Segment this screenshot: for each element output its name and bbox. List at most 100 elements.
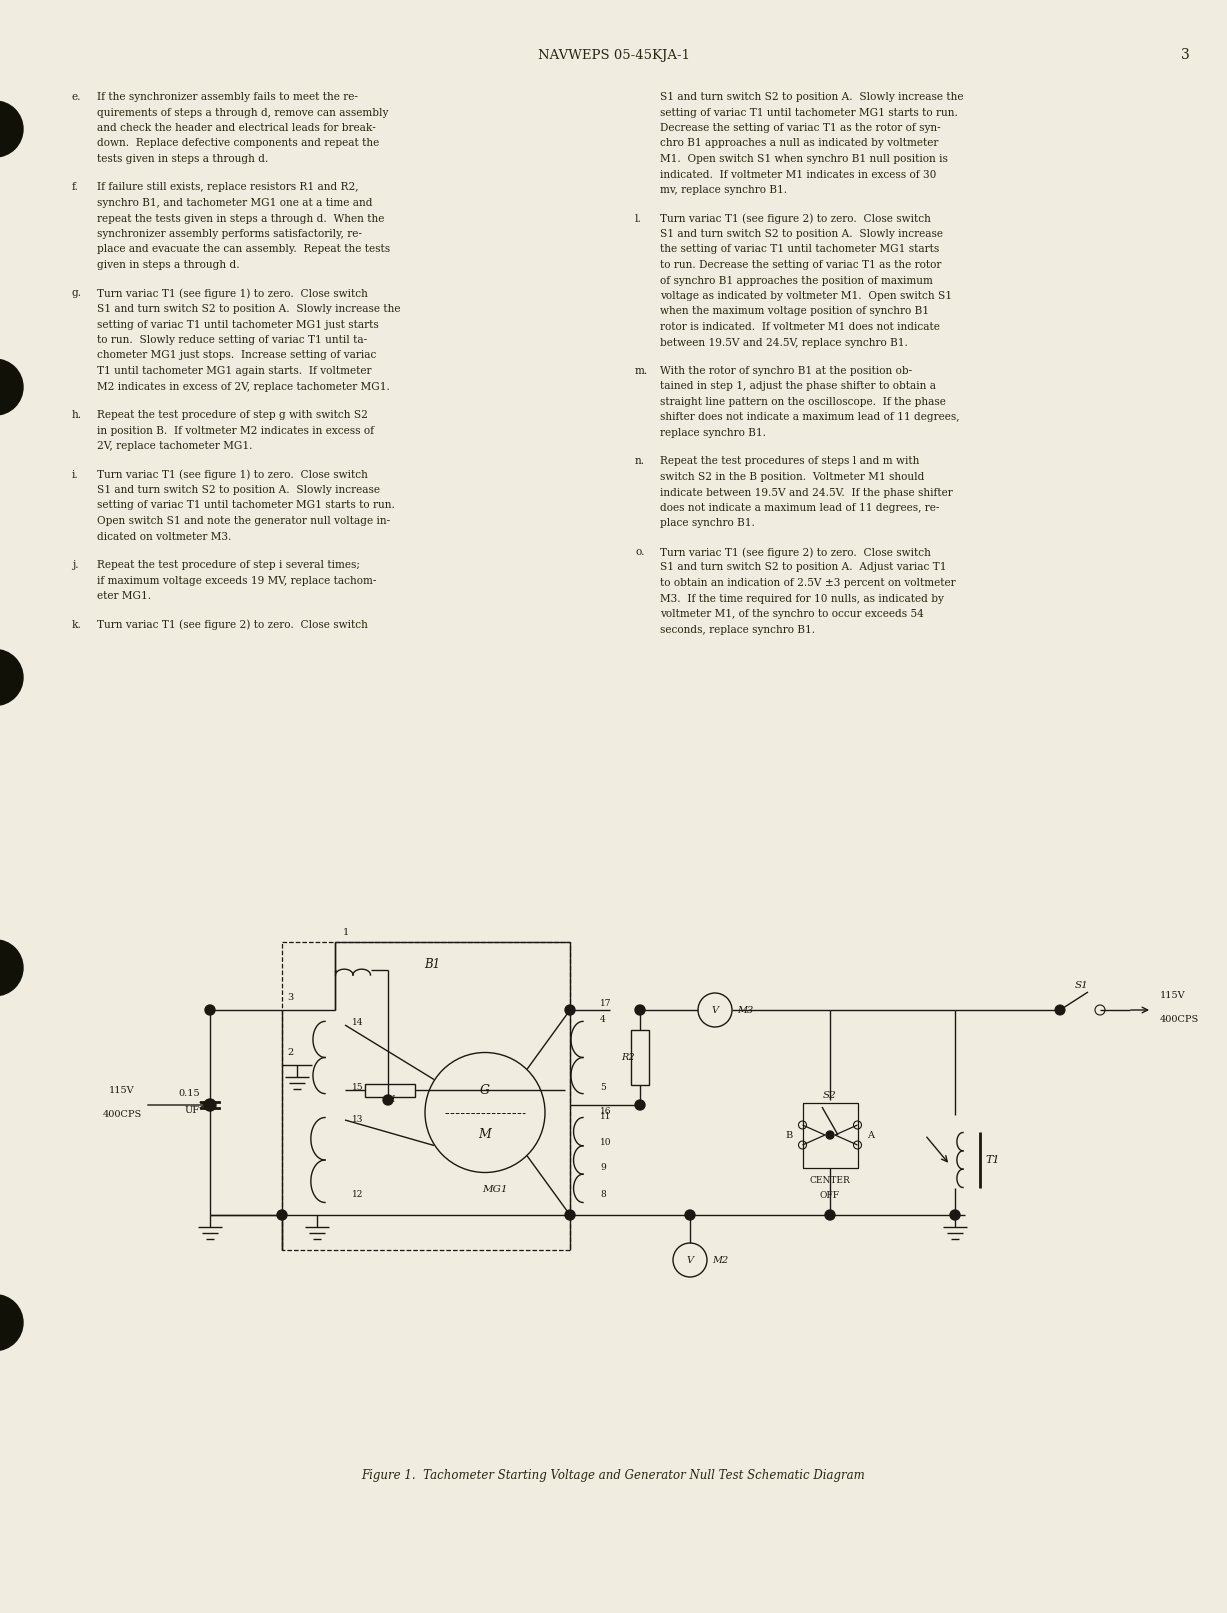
Circle shape: [0, 360, 23, 415]
Text: given in steps a through d.: given in steps a through d.: [97, 260, 239, 269]
Text: and check the header and electrical leads for break-: and check the header and electrical lead…: [97, 123, 375, 132]
Text: voltmeter M1, of the synchro to occur exceeds 54: voltmeter M1, of the synchro to occur ex…: [660, 610, 924, 619]
Text: S1: S1: [1075, 981, 1088, 990]
Bar: [364, 1084, 415, 1097]
Circle shape: [636, 1100, 645, 1110]
Text: G: G: [480, 1084, 490, 1097]
Circle shape: [383, 1095, 393, 1105]
Text: 2: 2: [287, 1048, 293, 1057]
Text: o.: o.: [636, 547, 644, 556]
Text: M2: M2: [712, 1255, 729, 1265]
Circle shape: [564, 1005, 575, 1015]
Text: If failure still exists, replace resistors R1 and R2,: If failure still exists, replace resisto…: [97, 182, 358, 192]
Text: Repeat the test procedures of steps l and m with: Repeat the test procedures of steps l an…: [660, 456, 919, 466]
Text: rotor is indicated.  If voltmeter M1 does not indicate: rotor is indicated. If voltmeter M1 does…: [660, 323, 940, 332]
Text: S1 and turn switch S2 to position A.  Slowly increase the: S1 and turn switch S2 to position A. Slo…: [660, 92, 963, 102]
Circle shape: [0, 940, 23, 995]
Text: Turn variac T1 (see figure 1) to zero.  Close switch: Turn variac T1 (see figure 1) to zero. C…: [97, 469, 368, 481]
Text: 3: 3: [287, 994, 293, 1002]
Text: e.: e.: [72, 92, 81, 102]
Text: S1 and turn switch S2 to position A.  Adjust variac T1: S1 and turn switch S2 to position A. Adj…: [660, 563, 946, 573]
Text: 10: 10: [600, 1139, 611, 1147]
Text: of synchro B1 approaches the position of maximum: of synchro B1 approaches the position of…: [660, 276, 933, 286]
Text: With the rotor of synchro B1 at the position ob-: With the rotor of synchro B1 at the posi…: [660, 366, 912, 376]
Text: M1.  Open switch S1 when synchro B1 null position is: M1. Open switch S1 when synchro B1 null …: [660, 153, 948, 165]
Circle shape: [0, 1295, 23, 1350]
Text: 17: 17: [600, 998, 611, 1008]
Text: 400CPS: 400CPS: [1160, 1015, 1199, 1024]
Text: MG1: MG1: [482, 1184, 508, 1194]
Text: R2: R2: [621, 1053, 636, 1061]
Text: mv, replace synchro B1.: mv, replace synchro B1.: [660, 185, 788, 195]
Text: Turn variac T1 (see figure 2) to zero.  Close switch: Turn variac T1 (see figure 2) to zero. C…: [660, 213, 931, 224]
Circle shape: [685, 1210, 694, 1219]
Text: S1 and turn switch S2 to position A.  Slowly increase: S1 and turn switch S2 to position A. Slo…: [97, 486, 380, 495]
Text: in position B.  If voltmeter M2 indicates in excess of: in position B. If voltmeter M2 indicates…: [97, 426, 374, 436]
Circle shape: [205, 1005, 215, 1015]
Text: f.: f.: [72, 182, 79, 192]
Text: place synchro B1.: place synchro B1.: [660, 518, 755, 529]
Text: tained in step 1, adjust the phase shifter to obtain a: tained in step 1, adjust the phase shift…: [660, 382, 936, 392]
Text: M: M: [479, 1127, 491, 1140]
Text: OFF: OFF: [820, 1190, 840, 1200]
Text: 14: 14: [352, 1018, 363, 1027]
Circle shape: [277, 1210, 287, 1219]
Text: T1: T1: [985, 1155, 1000, 1165]
Text: to obtain an indication of 2.5V ±3 percent on voltmeter: to obtain an indication of 2.5V ±3 perce…: [660, 577, 956, 589]
Text: 11: 11: [600, 1111, 611, 1121]
Text: m.: m.: [636, 366, 648, 376]
Text: Turn variac T1 (see figure 2) to zero.  Close switch: Turn variac T1 (see figure 2) to zero. C…: [660, 547, 931, 558]
Circle shape: [204, 1098, 216, 1111]
Text: V: V: [686, 1255, 693, 1265]
Text: n.: n.: [636, 456, 645, 466]
Text: B: B: [785, 1131, 793, 1139]
Text: CENTER: CENTER: [810, 1176, 850, 1184]
Text: Open switch S1 and note the generator null voltage in-: Open switch S1 and note the generator nu…: [97, 516, 390, 526]
Text: when the maximum voltage position of synchro B1: when the maximum voltage position of syn…: [660, 306, 929, 316]
Text: S1 and turn switch S2 to position A.  Slowly increase: S1 and turn switch S2 to position A. Slo…: [660, 229, 944, 239]
Text: B1: B1: [423, 958, 439, 971]
Text: 12: 12: [352, 1190, 363, 1198]
Text: Decrease the setting of variac T1 as the rotor of syn-: Decrease the setting of variac T1 as the…: [660, 123, 941, 132]
Text: S2: S2: [823, 1090, 837, 1100]
Text: R1: R1: [383, 1095, 396, 1103]
Circle shape: [826, 1131, 834, 1139]
Bar: [282, 942, 571, 1250]
Text: seconds, replace synchro B1.: seconds, replace synchro B1.: [660, 624, 815, 634]
Text: 9: 9: [600, 1163, 606, 1173]
Text: M2 indicates in excess of 2V, replace tachometer MG1.: M2 indicates in excess of 2V, replace ta…: [97, 382, 390, 392]
Text: does not indicate a maximum lead of 11 degrees, re-: does not indicate a maximum lead of 11 d…: [660, 503, 940, 513]
Text: k.: k.: [72, 619, 82, 629]
Text: 1: 1: [344, 927, 350, 937]
Text: synchro B1, and tachometer MG1 one at a time and: synchro B1, and tachometer MG1 one at a …: [97, 198, 373, 208]
Text: Turn variac T1 (see figure 1) to zero.  Close switch: Turn variac T1 (see figure 1) to zero. C…: [97, 289, 368, 298]
Circle shape: [825, 1210, 836, 1219]
Bar: [631, 1031, 649, 1086]
Text: A: A: [867, 1131, 875, 1139]
Text: 115V: 115V: [109, 1086, 135, 1095]
Text: 15: 15: [352, 1082, 363, 1092]
Text: Repeat the test procedure of step i several times;: Repeat the test procedure of step i seve…: [97, 560, 360, 569]
Text: 115V: 115V: [1160, 990, 1185, 1000]
Text: 400CPS: 400CPS: [102, 1110, 141, 1119]
Text: Figure 1.  Tachometer Starting Voltage and Generator Null Test Schematic Diagram: Figure 1. Tachometer Starting Voltage an…: [362, 1468, 865, 1481]
Text: tests given in steps a through d.: tests given in steps a through d.: [97, 153, 269, 165]
Text: indicated.  If voltmeter M1 indicates in excess of 30: indicated. If voltmeter M1 indicates in …: [660, 169, 936, 179]
Text: S1 and turn switch S2 to position A.  Slowly increase the: S1 and turn switch S2 to position A. Slo…: [97, 303, 400, 315]
Text: 16: 16: [600, 1107, 611, 1116]
Text: voltage as indicated by voltmeter M1.  Open switch S1: voltage as indicated by voltmeter M1. Op…: [660, 290, 952, 302]
Text: NAVWEPS 05-45KJA-1: NAVWEPS 05-45KJA-1: [537, 48, 690, 61]
Text: eter MG1.: eter MG1.: [97, 590, 151, 602]
Circle shape: [950, 1210, 960, 1219]
Text: straight line pattern on the oscilloscope.  If the phase: straight line pattern on the oscilloscop…: [660, 397, 946, 406]
Text: dicated on voltmeter M3.: dicated on voltmeter M3.: [97, 532, 232, 542]
Text: chro B1 approaches a null as indicated by voltmeter: chro B1 approaches a null as indicated b…: [660, 139, 939, 148]
Text: 13: 13: [352, 1115, 363, 1124]
Text: synchronizer assembly performs satisfactorily, re-: synchronizer assembly performs satisfact…: [97, 229, 362, 239]
Circle shape: [1055, 1005, 1065, 1015]
Text: the setting of variac T1 until tachometer MG1 starts: the setting of variac T1 until tachomete…: [660, 245, 939, 255]
Text: chometer MG1 just stops.  Increase setting of variac: chometer MG1 just stops. Increase settin…: [97, 350, 377, 360]
Text: g.: g.: [72, 289, 82, 298]
Text: j.: j.: [72, 560, 79, 569]
Text: Repeat the test procedure of step g with switch S2: Repeat the test procedure of step g with…: [97, 410, 368, 419]
